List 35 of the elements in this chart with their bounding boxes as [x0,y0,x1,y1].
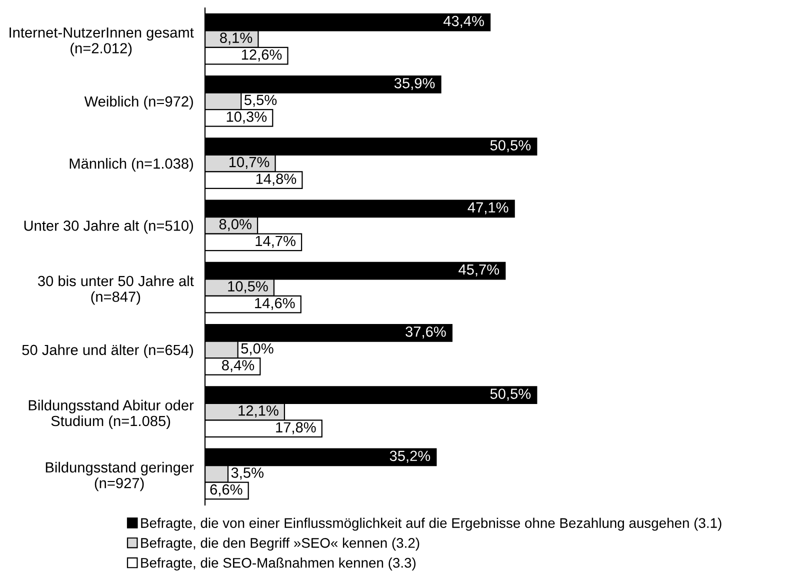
data-label: 43,4% [443,16,484,28]
data-label: 10,3% [226,112,267,124]
legend-label: Befragte, die von einer Einflussmöglichkeit auf die Ergebnisse ohne Bezahlung ausgehen (3.1) [141,518,722,531]
data-label: 45,7% [458,264,500,276]
data-label: 35,9% [394,78,435,90]
data-label: 8,0% [219,219,252,232]
data-label: 10,7% [229,156,270,169]
y-tick-label: Männlich (n=1.038) [70,158,193,172]
data-label: 3,5% [231,468,264,480]
data-label: 50,5% [490,140,531,152]
data-label: 47,1% [468,202,508,214]
data-label: 14,6% [255,298,295,310]
y-tick-label: Bildungsstand Abitur oder Studium (n=1.085) [28,400,194,430]
y-tick-label: Internet-NutzerInnen gesamt (n=2.012) [10,28,194,56]
data-label: 14,8% [256,174,296,186]
data-label: 37,6% [406,326,446,339]
data-label: 8,4% [222,360,254,372]
y-tick-label: 30 bis unter 50 Jahre alt (n=847) [38,275,194,305]
y-tick-label: 50 Jahre und älter (n=654) [22,344,193,358]
data-label: 17,8% [276,422,316,434]
data-label: 6,6% [210,484,242,496]
data-label: 5,0% [241,343,274,356]
data-label: 12,6% [242,49,282,62]
legend-label: Befragte, die SEO-Maßnahmen kennen (3.3) [141,558,416,570]
data-label: 12,1% [238,405,278,418]
data-label: 8,1% [220,32,252,45]
data-label: 35,2% [390,450,430,463]
data-label: 14,7% [256,236,296,248]
legend-label: Befragte, die den Begriff »SEO« kennen (3.2) [141,538,420,551]
data-label: 10,5% [228,281,268,294]
y-tick-label: Weiblich (n=972) [84,96,193,110]
y-tick-label: Unter 30 Jahre alt (n=510) [24,220,193,234]
data-label: 5,5% [244,94,277,107]
y-tick-label: Bildungsstand geringer (n=927) [46,462,194,492]
data-label: 50,5% [490,388,531,401]
